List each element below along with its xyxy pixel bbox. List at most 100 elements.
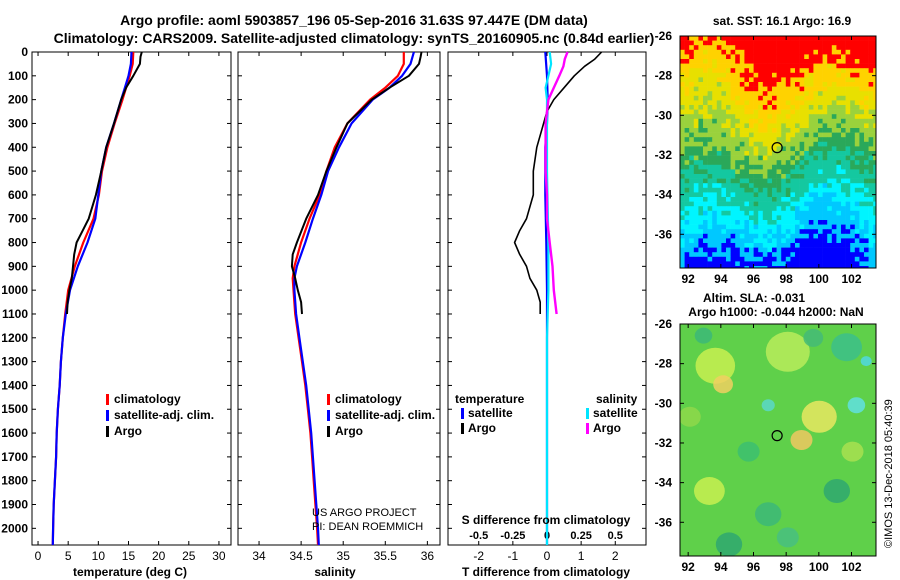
salinity-legend: climatology satellite-adj. clim. Argo bbox=[327, 392, 435, 438]
y-tick-label: -30 bbox=[655, 396, 673, 410]
x-tick-label: 25 bbox=[182, 549, 196, 563]
x-tick-label: 98 bbox=[779, 560, 793, 574]
series-line-argo bbox=[290, 51, 423, 315]
x-tick-label: 34.5 bbox=[289, 549, 313, 563]
difference-panel: -2 -1 0 1 2-0.5 -0.25 0 0.25 0.5 bbox=[447, 51, 647, 563]
sst-map-field bbox=[680, 36, 876, 268]
salinity-panel: 34 34.5 35 35.5 36 bbox=[237, 51, 441, 563]
legend-climatology: climatology bbox=[114, 392, 181, 406]
temperature-legend: climatology satellite-adj. clim. Argo bbox=[106, 392, 214, 438]
legend-title-salinity: salinity bbox=[596, 392, 638, 406]
legend-t-satellite: satellite bbox=[468, 406, 513, 420]
x-tick-label: 5 bbox=[65, 549, 72, 563]
x-tick-label: 92 bbox=[681, 560, 695, 574]
legend-argo: Argo bbox=[335, 424, 363, 438]
y-tick-label: 1200 bbox=[1, 331, 28, 345]
legend-swatch-t-argo bbox=[461, 423, 464, 434]
series-line-t-argo bbox=[513, 51, 603, 314]
y-tick-label: 1900 bbox=[1, 498, 28, 512]
y-tick-label: -32 bbox=[655, 436, 673, 450]
x-tick-label: 35 bbox=[337, 549, 351, 563]
difference-legend: temperature satellite Argo salinity sate… bbox=[455, 392, 638, 435]
title-line-2: Climatology: CARS2009. Satellite-adjuste… bbox=[54, 30, 655, 46]
y-tick-label: 200 bbox=[8, 93, 28, 107]
x-tick-label: 10 bbox=[92, 549, 106, 563]
series-line-s-satellite bbox=[544, 51, 553, 545]
x-tick-label: 94 bbox=[714, 272, 728, 286]
sla-map-panel: 92 94 96 98 100 102 -26 -28 -30 -32 -34 -36 bbox=[655, 317, 877, 574]
plot-frame bbox=[237, 51, 441, 546]
top-tick-label: -0.5 bbox=[469, 530, 488, 542]
y-tick-label: 100 bbox=[8, 69, 28, 83]
x-tick-label: 0 bbox=[544, 549, 551, 563]
legend-swatch-satellite bbox=[327, 410, 330, 421]
legend-climatology: climatology bbox=[335, 392, 402, 406]
x-tick-label: -1 bbox=[508, 549, 519, 563]
y-tick-label: -26 bbox=[655, 29, 673, 43]
x-tick-label: 34 bbox=[252, 549, 266, 563]
y-tick-label: -36 bbox=[655, 227, 673, 241]
y-tick-label: -34 bbox=[655, 476, 673, 490]
y-tick-label: 700 bbox=[8, 212, 28, 226]
title-line-1: Argo profile: aoml 5903857_196 05-Sep-20… bbox=[120, 12, 588, 28]
legend-title-temperature: temperature bbox=[455, 392, 525, 406]
y-tick-label: 1100 bbox=[2, 307, 28, 321]
y-tick-label: 1800 bbox=[1, 474, 28, 488]
sdiff-xlabel: S difference from climatology bbox=[462, 513, 631, 527]
sla-map-title-1: Altim. SLA: -0.031 bbox=[703, 291, 805, 305]
legend-swatch-climatology bbox=[106, 394, 109, 405]
y-tick-label: 1700 bbox=[1, 450, 28, 464]
y-tick-label: 400 bbox=[8, 140, 28, 154]
y-tick-label: 900 bbox=[8, 259, 28, 273]
legend-satellite: satellite-adj. clim. bbox=[335, 408, 435, 422]
sst-map-frame bbox=[679, 35, 877, 269]
x-tick-label: 96 bbox=[747, 272, 761, 286]
y-tick-label: 300 bbox=[8, 116, 28, 130]
legend-swatch-climatology bbox=[327, 394, 330, 405]
credit-line-1: US ARGO PROJECT bbox=[312, 507, 417, 519]
y-tick-label: 600 bbox=[8, 188, 28, 202]
legend-swatch-argo bbox=[327, 426, 330, 437]
imos-watermark: ©IMOS 13-Dec-2018 05:40:39 bbox=[883, 399, 895, 548]
sst-map-title: sat. SST: 16.1 Argo: 16.9 bbox=[713, 14, 852, 28]
x-tick-label: 94 bbox=[714, 560, 728, 574]
legend-t-argo: Argo bbox=[468, 421, 496, 435]
y-tick-label: 500 bbox=[8, 164, 28, 178]
y-tick-label: 1000 bbox=[1, 283, 28, 297]
x-tick-label: 20 bbox=[152, 549, 166, 563]
x-tick-label: 0 bbox=[35, 549, 42, 563]
x-tick-label: 100 bbox=[809, 272, 829, 286]
x-tick-label: 1 bbox=[578, 549, 585, 563]
x-tick-label: 96 bbox=[747, 560, 761, 574]
legend-swatch-s-satellite bbox=[586, 408, 589, 419]
temperature-panel: 0 100 200 300 400 500 600 700 800 900 1000 1100 1200… bbox=[1, 45, 232, 563]
y-tick-label: -30 bbox=[655, 108, 673, 122]
y-tick-label: -28 bbox=[655, 357, 673, 371]
y-tick-label: 1300 bbox=[1, 355, 28, 369]
temperature-xlabel: temperature (deg C) bbox=[73, 565, 187, 579]
top-tick-label: 0.25 bbox=[570, 530, 591, 542]
x-tick-label: 35.5 bbox=[374, 549, 398, 563]
sla-map-title-2: Argo h1000: -0.044 h2000: NaN bbox=[688, 305, 863, 319]
salinity-xlabel: salinity bbox=[314, 565, 356, 579]
top-tick-label: 0.5 bbox=[608, 530, 623, 542]
y-tick-label: 1400 bbox=[1, 378, 28, 392]
top-tick-label: -0.25 bbox=[500, 530, 525, 542]
legend-s-satellite: satellite bbox=[593, 406, 638, 420]
series-line-s-argo bbox=[544, 51, 569, 315]
legend-argo: Argo bbox=[114, 424, 142, 438]
x-tick-label: 15 bbox=[122, 549, 136, 563]
plot-frame bbox=[31, 51, 232, 546]
credit-line-2: PI: DEAN ROEMMICH bbox=[312, 521, 423, 533]
legend-swatch-s-argo bbox=[586, 423, 589, 434]
x-tick-label: 98 bbox=[779, 272, 793, 286]
x-tick-label: 102 bbox=[841, 272, 861, 286]
argo-position-marker bbox=[771, 430, 783, 442]
y-tick-label: -36 bbox=[655, 515, 673, 529]
legend-swatch-t-satellite bbox=[461, 408, 464, 419]
y-tick-label: 1600 bbox=[1, 426, 28, 440]
x-tick-label: 92 bbox=[681, 272, 695, 286]
x-tick-label: 2 bbox=[612, 549, 619, 563]
y-tick-label: 800 bbox=[8, 236, 28, 250]
sla-map-frame bbox=[679, 323, 877, 557]
